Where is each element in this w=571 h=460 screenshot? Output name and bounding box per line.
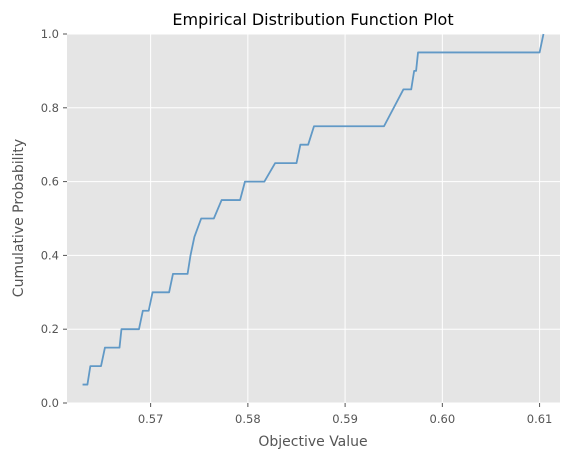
x-axis-label: Objective Value — [258, 434, 367, 450]
x-tick-label: 0.60 — [430, 412, 456, 426]
grid-lines — [67, 33, 560, 404]
series-layer — [82, 33, 545, 386]
y-tick-label: 1.0 — [41, 27, 59, 41]
y-tick-label: 0.6 — [41, 175, 59, 189]
y-tick-label: 0.0 — [41, 396, 59, 410]
chart-title: Empirical Distribution Function Plot — [172, 10, 453, 29]
x-axis: 0.57 0.58 0.59 0.60 0.61 — [138, 403, 553, 426]
x-tick-label: 0.57 — [138, 412, 164, 426]
y-tick-label: 0.4 — [41, 248, 59, 262]
y-tick-label: 0.2 — [41, 322, 59, 336]
y-tick-label: 0.8 — [41, 101, 59, 115]
x-tick-label: 0.59 — [332, 412, 358, 426]
x-tick-label: 0.61 — [527, 412, 553, 426]
y-axis: 0.0 0.2 0.4 0.6 0.8 1.0 — [41, 27, 67, 410]
y-axis-label: Cumulative Probability — [11, 139, 27, 297]
ecdf-line — [82, 33, 545, 386]
x-tick-label: 0.58 — [235, 412, 261, 426]
plot-area — [67, 34, 560, 403]
